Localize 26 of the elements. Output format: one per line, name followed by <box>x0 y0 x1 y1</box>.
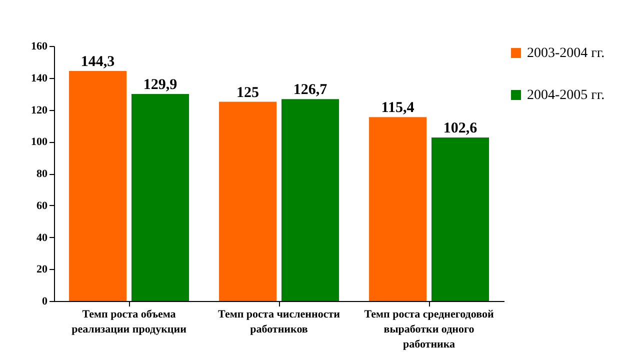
data-label: 115,4 <box>381 100 415 116</box>
y-tick-label: 120 <box>31 104 48 116</box>
bar <box>69 71 126 301</box>
y-tick-label: 160 <box>31 40 48 52</box>
y-tick-label: 100 <box>31 136 48 148</box>
bar <box>132 94 189 301</box>
y-tick-label: 40 <box>36 232 48 244</box>
data-label: 129,9 <box>143 76 178 93</box>
y-tick-label: 140 <box>31 72 48 84</box>
legend-label: 2003-2004 гг. <box>527 46 605 61</box>
data-label: 125 <box>236 84 259 101</box>
y-tick-label: 0 <box>42 296 48 308</box>
x-tick-label: Темп роста объема реализации продукции <box>72 308 188 336</box>
x-tick-label: Темп роста численности работников <box>218 308 341 336</box>
y-tick-label: 20 <box>36 264 48 276</box>
data-label: 126,7 <box>293 82 328 98</box>
bar <box>282 99 339 301</box>
bar <box>369 117 426 301</box>
data-label: 102,6 <box>443 120 478 136</box>
y-tick-label: 80 <box>36 168 48 180</box>
y-tick-label: 60 <box>36 200 48 212</box>
data-label: 144,3 <box>80 54 115 70</box>
legend-label: 2004-2005 гг. <box>527 88 605 103</box>
bar <box>219 102 276 301</box>
x-tick-label: Темп роста среднегодовой выработки одного работника <box>364 308 494 350</box>
bar <box>432 137 489 301</box>
